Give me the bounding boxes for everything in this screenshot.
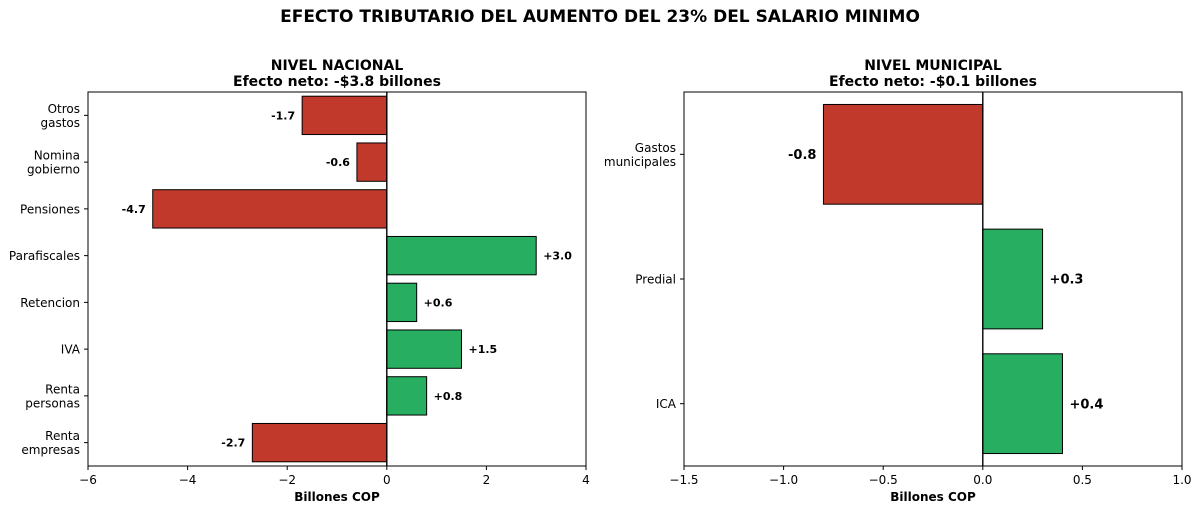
nacional-bar: [386, 282, 418, 323]
nacional-value-label: +0.6: [424, 296, 453, 309]
nacional-bar: [356, 142, 388, 182]
municipal-subtitle: Efecto neto: -$0.1 billones: [829, 74, 1037, 90]
nacional-title: NIVEL NACIONAL: [271, 58, 404, 74]
municipal-category-label: ICA: [656, 397, 677, 411]
nacional-bar: [152, 189, 388, 229]
nacional-value-label: +1.5: [469, 343, 498, 356]
municipal-category-label: Gastos municipales: [604, 141, 676, 169]
nacional-category-label: Nomina gobierno: [27, 149, 80, 177]
municipal-value-label: +0.3: [1050, 273, 1084, 288]
nacional-bar: [386, 235, 537, 276]
nacional-xtick-label: −2: [278, 473, 296, 487]
nacional-xtick-label: 4: [582, 473, 590, 487]
nacional-value-label: -0.6: [326, 156, 350, 169]
nacional-value-label: -4.7: [122, 203, 146, 216]
municipal-bar: [822, 103, 984, 205]
municipal-xtick-label: −1.0: [769, 473, 798, 487]
nacional-category-label: Parafiscales: [9, 249, 80, 263]
municipal-title: NIVEL MUNICIPAL: [864, 58, 1002, 74]
municipal-value-label: -0.8: [788, 148, 816, 163]
municipal-category-label: Predial: [635, 273, 676, 287]
nacional-xtick-label: 0: [383, 473, 391, 487]
nacional-bar: [386, 376, 428, 416]
nacional-value-label: +3.0: [543, 250, 572, 263]
nacional-axes-frame: [87, 91, 587, 467]
municipal-bar: [982, 228, 1044, 330]
nacional-xtick-label: −4: [179, 473, 197, 487]
nacional-subtitle: Efecto neto: -$3.8 billones: [233, 74, 441, 90]
municipal-xtick-label: 0.0: [973, 473, 992, 487]
nacional-value-label: -1.7: [271, 109, 295, 122]
nacional-category-label: Pensiones: [20, 202, 80, 216]
municipal-xlabel: Billones COP: [890, 490, 976, 504]
nacional-value-label: -2.7: [221, 437, 245, 450]
nacional-category-label: Otros gastos: [40, 102, 80, 130]
nacional-bar: [386, 329, 462, 369]
figure-title: EFECTO TRIBUTARIO DEL AUMENTO DEL 23% DE…: [280, 7, 920, 27]
nacional-category-label: Renta personas: [25, 382, 80, 410]
nacional-xlabel: Billones COP: [294, 490, 380, 504]
nacional-category-label: Retencion: [20, 296, 80, 310]
municipal-xtick-label: −0.5: [869, 473, 898, 487]
municipal-axes-frame: [683, 91, 1183, 467]
municipal-value-label: +0.4: [1069, 397, 1103, 412]
nacional-category-label: IVA: [61, 343, 81, 357]
municipal-xtick-label: 0.5: [1073, 473, 1092, 487]
nacional-category-label: Renta empresas: [21, 429, 80, 457]
nacional-value-label: +0.8: [434, 390, 463, 403]
nacional-bar: [301, 95, 388, 136]
nacional-bar: [251, 422, 388, 463]
municipal-bar: [982, 353, 1063, 455]
municipal-xtick-label: 1.0: [1172, 473, 1191, 487]
nacional-xtick-label: 2: [483, 473, 491, 487]
nacional-xtick-label: −6: [79, 473, 97, 487]
municipal-xtick-label: −1.5: [669, 473, 698, 487]
